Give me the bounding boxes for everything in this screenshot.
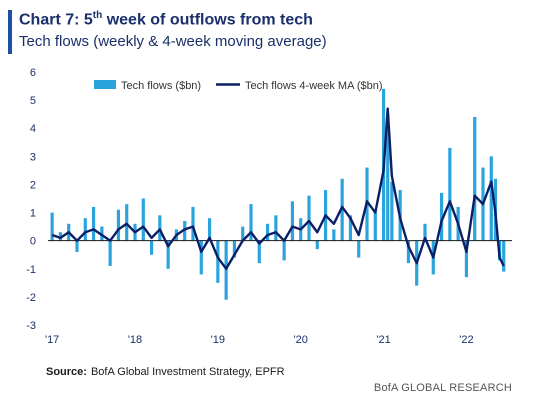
- flow-bar: [489, 156, 493, 241]
- moving-average-line: [51, 107, 505, 270]
- bar-series: [50, 88, 506, 300]
- flow-bar: [249, 204, 253, 241]
- flow-bar: [141, 198, 145, 241]
- flow-bar: [307, 195, 311, 241]
- source-note: Source: BofA Global Investment Strategy, …: [46, 366, 285, 378]
- flow-bar: [502, 240, 506, 272]
- flow-bar: [473, 116, 477, 241]
- x-axis: '17 '18 '19 '20 '21 '22: [45, 334, 474, 346]
- flow-bar: [241, 226, 245, 241]
- chart-subtitle: Tech flows (weekly & 4-week moving avera…: [19, 33, 327, 50]
- flow-bar: [274, 215, 278, 241]
- flow-bar: [166, 240, 170, 269]
- flow-bar: [75, 240, 79, 252]
- y-axis: 6 5 4 3 2 1 0 -1 -2 -3: [26, 67, 36, 332]
- flow-bar: [386, 114, 390, 241]
- flow-bar: [348, 215, 353, 241]
- flow-bar: [357, 240, 361, 258]
- flow-bar: [50, 212, 54, 241]
- y-tick-label: -2: [26, 292, 36, 304]
- flow-bar: [149, 240, 154, 255]
- y-tick-label: 0: [30, 236, 36, 248]
- flow-bar: [340, 178, 344, 241]
- flow-bar: [332, 229, 336, 241]
- flow-bar: [464, 240, 469, 278]
- flow-bar: [108, 240, 112, 266]
- flow-bar: [439, 192, 444, 241]
- flow-bar: [191, 206, 195, 241]
- legend: Tech flows ($bn) Tech flows 4-week MA ($…: [94, 80, 383, 92]
- flow-bar: [423, 223, 427, 241]
- flow-bar: [257, 240, 261, 264]
- x-tick-label: '17: [45, 334, 59, 346]
- flow-bar: [125, 204, 129, 241]
- flow-bar: [265, 223, 270, 241]
- x-tick-label: '18: [128, 334, 142, 346]
- flow-bar: [315, 240, 319, 250]
- chart-title: Chart 7: 5th week of outflows from tech: [19, 10, 313, 29]
- flow-bar: [373, 209, 377, 241]
- flow-bar: [232, 240, 237, 258]
- y-tick-label: 5: [30, 95, 36, 107]
- x-tick-label: '20: [294, 334, 308, 346]
- flow-bar: [83, 218, 87, 241]
- y-tick-label: 6: [30, 67, 36, 79]
- legend-label-tech-flows: Tech flows ($bn): [121, 80, 201, 92]
- flow-bar: [282, 240, 286, 261]
- legend-swatch-tech-flows: [94, 80, 116, 89]
- flow-bar: [216, 240, 220, 283]
- flow-bar: [406, 240, 411, 264]
- y-tick-label: 3: [30, 151, 36, 163]
- x-tick-label: '22: [459, 334, 473, 346]
- x-tick-label: '19: [211, 334, 225, 346]
- y-tick-label: 1: [30, 208, 36, 220]
- title-accent-bar: [8, 10, 12, 54]
- flow-bar: [91, 206, 96, 241]
- flow-bar: [116, 209, 121, 241]
- flow-bar: [224, 240, 228, 300]
- brand-footer: BofA GLOBAL RESEARCH: [373, 382, 512, 394]
- legend-label-ma: Tech flows 4-week MA ($bn): [245, 80, 383, 92]
- y-tick-label: 4: [30, 123, 36, 135]
- flow-bar: [390, 181, 394, 241]
- y-tick-label: 2: [30, 179, 36, 191]
- flow-bar: [207, 218, 212, 241]
- flow-bar: [290, 201, 295, 241]
- y-tick-label: -1: [26, 264, 36, 276]
- flow-bar: [199, 240, 203, 275]
- flow-bar: [158, 215, 162, 241]
- flow-bar: [448, 147, 452, 241]
- y-tick-label: -3: [26, 320, 36, 332]
- x-tick-label: '21: [376, 334, 390, 346]
